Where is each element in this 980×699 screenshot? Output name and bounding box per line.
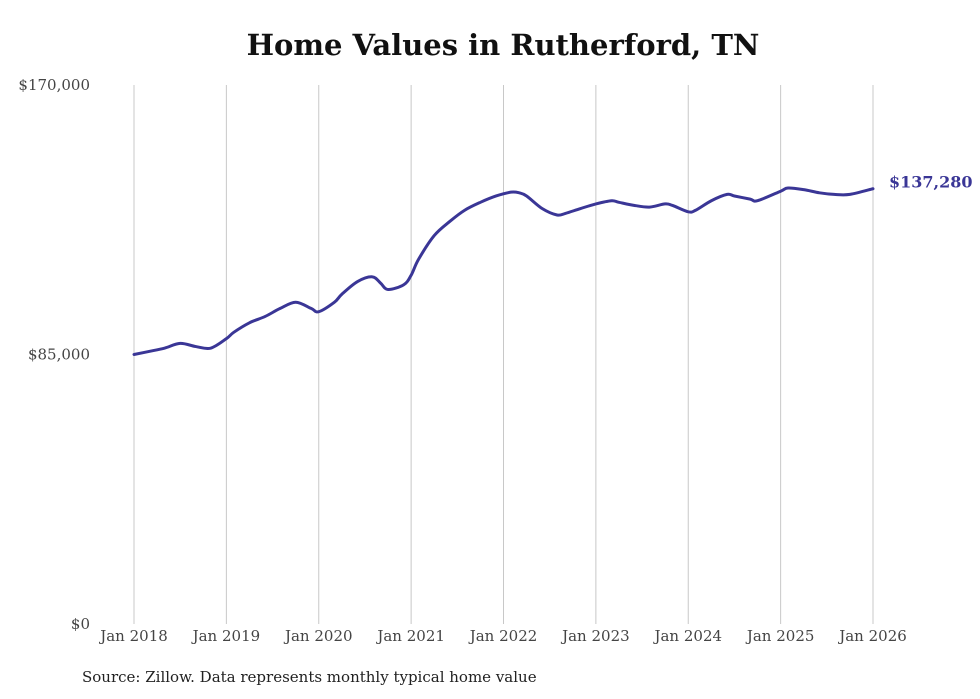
y-tick-label: $85,000 [28,346,90,364]
series-layer: $137,280 [132,173,973,356]
y-tick-label: $0 [71,615,90,633]
end-value-label: $137,280 [889,173,973,192]
y-axis-tick-labels: $0 $85,000 $170,000 [18,76,90,633]
x-tick-label: Jan 2022 [468,627,538,645]
x-tick-label: Jan 2018 [98,627,168,645]
series-line [132,186,875,356]
x-tick-label: Jan 2024 [652,627,722,645]
x-axis-tick-labels: Jan 2018 Jan 2019 Jan 2020 Jan 2021 Jan 2022… [98,627,907,645]
gridlines [133,85,874,624]
source-note: Source: Zillow. Data represents monthly … [82,668,537,686]
x-tick-label: Jan 2023 [560,627,630,645]
x-tick-label: Jan 2026 [837,627,907,645]
chart-title: Home Values in Rutherford, TN [246,28,760,62]
x-tick-label: Jan 2021 [375,627,445,645]
y-tick-label: $170,000 [18,76,90,94]
x-tick-label: Jan 2025 [745,627,815,645]
x-tick-label: Jan 2020 [283,627,353,645]
x-tick-label: Jan 2019 [191,627,261,645]
